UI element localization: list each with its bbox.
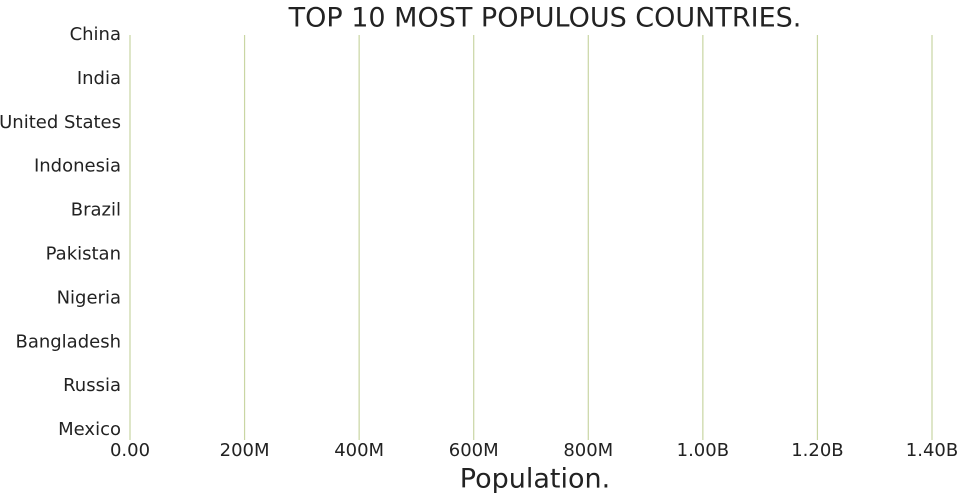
- chart-title: TOP 10 MOST POPULOUS COUNTRIES.: [288, 3, 802, 34]
- y-tick-label: Mexico: [58, 419, 121, 440]
- x-tick-label: 1.40B: [906, 440, 958, 461]
- x-tick-label: 400M: [334, 440, 384, 461]
- y-tick-label: Bangladesh: [15, 331, 121, 352]
- x-tick-label: 1.00B: [677, 440, 729, 461]
- y-tick-label: China: [70, 24, 121, 45]
- y-tick-label: Nigeria: [57, 287, 121, 308]
- x-axis-title: Population.: [460, 464, 610, 495]
- x-tick-label: 1.20B: [791, 440, 843, 461]
- y-tick-label: Indonesia: [34, 156, 121, 177]
- y-tick-label: India: [77, 68, 121, 89]
- y-tick-label: United States: [0, 112, 121, 133]
- x-tick-label: 0.00: [110, 440, 150, 461]
- x-tick-label: 800M: [563, 440, 613, 461]
- y-tick-label: Russia: [63, 375, 121, 396]
- y-tick-label: Brazil: [71, 200, 121, 221]
- x-tick-label: 200M: [220, 440, 270, 461]
- x-tick-label: 600M: [449, 440, 499, 461]
- y-tick-label: Pakistan: [46, 244, 121, 265]
